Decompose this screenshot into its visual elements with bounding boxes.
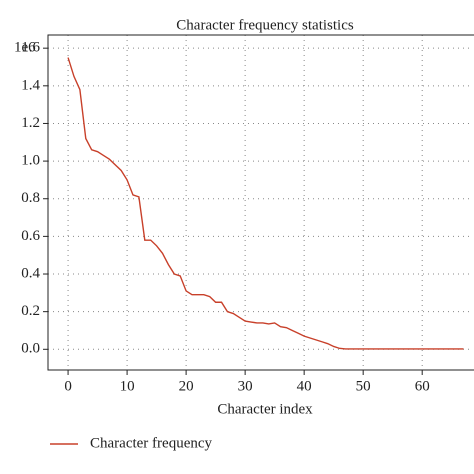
y-tick-label: 0.0 xyxy=(21,341,40,357)
x-tick-label: 0 xyxy=(64,378,72,394)
y-tick-label: 1.6 xyxy=(21,40,40,56)
y-offset-label: 1e6 xyxy=(14,39,36,55)
x-tick-label: 20 xyxy=(179,378,194,394)
plot-frame xyxy=(47,34,474,371)
x-tick-label: 10 xyxy=(120,378,135,394)
legend-label: Character frequency xyxy=(90,435,213,451)
x-tick-label: 40 xyxy=(297,378,312,394)
x-tick-label: 60 xyxy=(415,378,430,394)
chart-title: Character frequency statistics xyxy=(176,17,354,33)
y-tick-label: 0.4 xyxy=(21,265,40,281)
y-tick-label: 1.2 xyxy=(21,115,40,131)
y-tick-label: 0.8 xyxy=(21,190,40,206)
x-tick-label: 30 xyxy=(238,378,253,394)
y-tick-label: 1.0 xyxy=(21,153,40,169)
y-tick-label: 0.6 xyxy=(21,228,40,244)
x-tick-label: 50 xyxy=(356,378,371,394)
y-tick-label: 0.2 xyxy=(21,303,40,319)
data-line xyxy=(67,57,464,350)
y-tick-label: 1.4 xyxy=(21,77,40,93)
x-axis-label: Character index xyxy=(217,401,313,417)
